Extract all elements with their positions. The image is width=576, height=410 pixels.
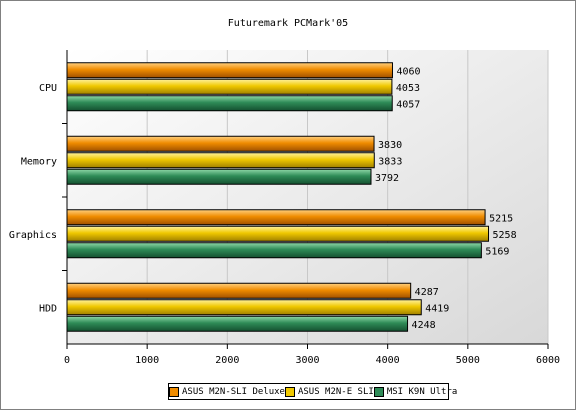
bar xyxy=(66,95,393,112)
legend: ASUS M2N-SLI Deluxe ASUS M2N-E SLI MSI K9N… xyxy=(168,383,457,400)
bar xyxy=(66,282,412,299)
bar xyxy=(66,225,490,242)
bar xyxy=(66,135,375,152)
chart-title: Futuremark PCMark'05 xyxy=(228,18,348,29)
bar xyxy=(66,209,486,226)
bar xyxy=(66,299,422,316)
value-label: 4060 xyxy=(396,66,420,77)
legend-label: ASUS M2N-E SLI xyxy=(297,386,374,397)
legend-label: MSI K9N Ultra xyxy=(386,386,458,397)
bar xyxy=(66,152,375,169)
y-category-label: CPU xyxy=(39,83,57,94)
legend-label: ASUS M2N-SLI Deluxe xyxy=(182,386,285,397)
x-tick-label: 2000 xyxy=(215,355,239,366)
legend-swatch xyxy=(284,386,295,397)
y-category-label: Graphics xyxy=(9,230,57,241)
y-category-label: HDD xyxy=(39,303,57,314)
value-label: 3833 xyxy=(378,156,402,167)
y-axis-categories: CPU Memory Graphics HDD xyxy=(9,83,57,315)
value-label: 4053 xyxy=(396,83,420,94)
value-label: 5258 xyxy=(493,230,517,241)
bar xyxy=(66,242,482,259)
bar xyxy=(66,62,393,79)
value-label: 3792 xyxy=(375,173,399,184)
value-label: 3830 xyxy=(378,140,402,151)
bar xyxy=(66,168,372,185)
value-label: 4057 xyxy=(396,99,420,110)
value-labels: 4060 4053 4057 3830 3833 3792 5215 5258 5169 4287… xyxy=(375,66,517,331)
value-label: 5215 xyxy=(489,213,513,224)
x-tick-label: 5000 xyxy=(456,355,480,366)
legend-item: ASUS M2N-SLI Deluxe xyxy=(169,386,285,397)
bars xyxy=(66,62,490,332)
value-label: 4248 xyxy=(412,320,436,331)
value-label: 4287 xyxy=(415,287,439,298)
x-tick-label: 0 xyxy=(64,355,70,366)
x-axis-ticks: 0 1000 2000 3000 4000 5000 6000 xyxy=(64,344,560,366)
bar xyxy=(66,315,409,332)
x-tick-label: 3000 xyxy=(295,355,319,366)
value-label: 4419 xyxy=(425,303,449,314)
y-category-label: Memory xyxy=(21,156,57,167)
x-tick-label: 6000 xyxy=(536,355,560,366)
value-label: 5169 xyxy=(485,246,509,257)
x-tick-label: 1000 xyxy=(135,355,159,366)
x-tick-label: 4000 xyxy=(376,355,400,366)
legend-swatch xyxy=(169,386,179,397)
legend-item: MSI K9N Ultra xyxy=(373,386,458,397)
bar xyxy=(66,78,393,95)
legend-item: ASUS M2N-E SLI xyxy=(284,386,374,397)
legend-swatch xyxy=(373,386,384,397)
